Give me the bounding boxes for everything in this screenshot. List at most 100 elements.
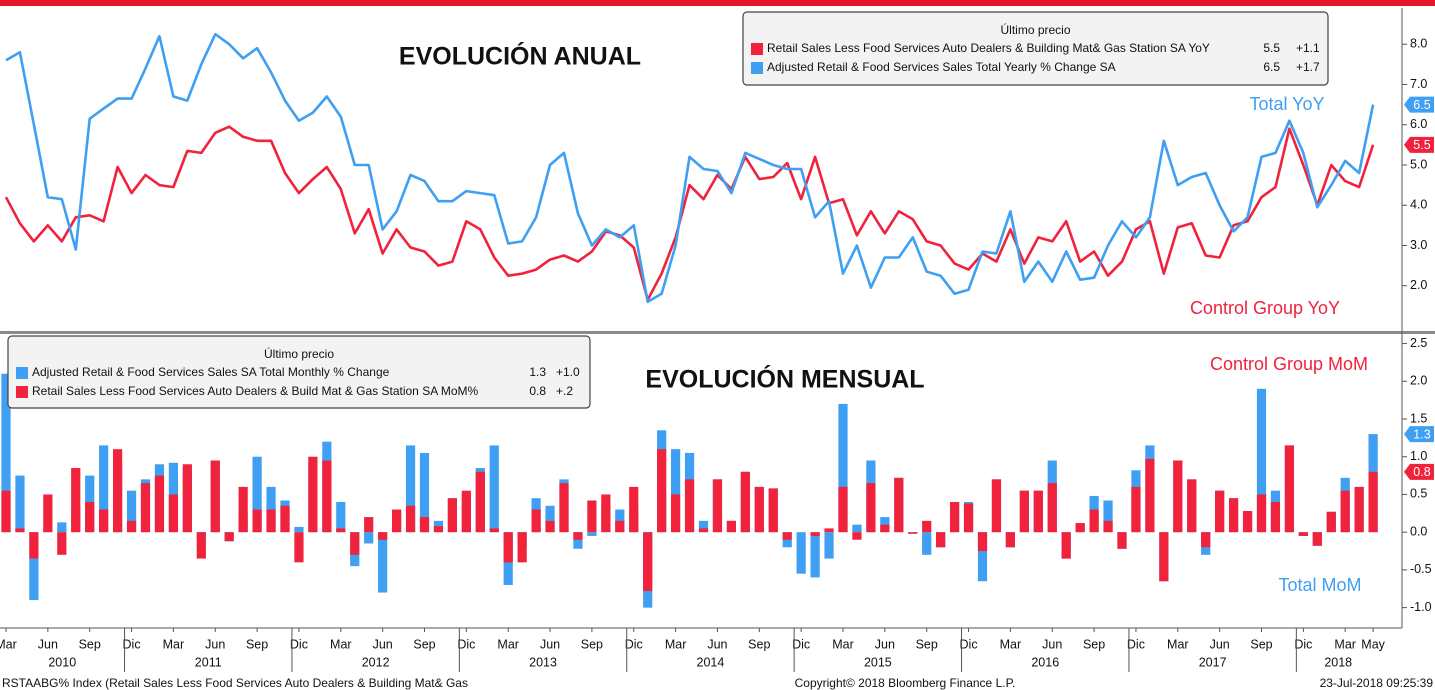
- legend-swatch: [751, 43, 763, 55]
- bar: [1131, 486, 1141, 533]
- last-value-label: 1.3: [1413, 427, 1430, 441]
- line-series: [5, 32, 1375, 304]
- bar: [378, 532, 388, 593]
- x-tick-label: Jun: [1042, 637, 1062, 651]
- panel-title: EVOLUCIÓN MENSUAL: [645, 364, 924, 394]
- bar: [1242, 511, 1253, 533]
- x-tick-label: Sep: [246, 637, 268, 651]
- legend-swatch: [16, 386, 28, 398]
- x-tick-label: Dic: [1294, 637, 1312, 651]
- bar: [126, 490, 137, 533]
- x-tick-label: Dic: [960, 637, 978, 651]
- x-tick-label: Dic: [290, 637, 308, 651]
- y-tick-label: 2.5: [1410, 336, 1427, 350]
- x-tick-label: Jun: [205, 637, 225, 651]
- bar: [489, 528, 499, 533]
- bar: [1229, 498, 1239, 533]
- year-label: 2013: [529, 655, 557, 669]
- bar: [99, 445, 109, 533]
- x-tick-label: Dic: [625, 637, 643, 651]
- bar: [113, 449, 123, 533]
- bar: [950, 501, 960, 533]
- bar: [252, 509, 262, 533]
- bar: [1201, 532, 1211, 548]
- bar: [238, 486, 248, 533]
- x-tick-label: Mar: [1334, 637, 1356, 651]
- legend-value: 0.8: [529, 384, 546, 398]
- bar: [168, 494, 178, 533]
- bar: [1145, 458, 1155, 533]
- bar: [1047, 483, 1057, 533]
- series-annotation: Total YoY: [1249, 94, 1324, 114]
- legend-label: Adjusted Retail & Food Services Sales SA…: [32, 365, 390, 379]
- bar: [266, 509, 276, 533]
- bar: [698, 528, 709, 533]
- x-tick-label: May: [1361, 637, 1385, 651]
- bar: [866, 483, 876, 533]
- bar: [1005, 532, 1015, 548]
- x-tick-label: Mar: [1000, 637, 1022, 651]
- bar: [1117, 532, 1127, 549]
- year-label: 2015: [864, 655, 892, 669]
- bar: [210, 460, 220, 533]
- bar: [852, 524, 862, 533]
- x-tick-label: Jun: [373, 637, 393, 651]
- bar: [57, 522, 67, 533]
- x-tick-label: Mar: [665, 637, 687, 651]
- bar: [433, 526, 444, 533]
- bar: [1187, 479, 1197, 533]
- y-tick-label: 1.0: [1410, 449, 1427, 463]
- bar: [419, 517, 430, 533]
- bar: [43, 494, 53, 533]
- y-tick-label: -0.5: [1410, 562, 1432, 576]
- legend-box: [7, 335, 591, 409]
- bar: [615, 520, 625, 533]
- y-tick-label: 5.0: [1410, 157, 1427, 171]
- x-tick-label: Sep: [748, 637, 770, 651]
- y-tick-label: 8.0: [1410, 37, 1427, 51]
- bar: [405, 445, 416, 533]
- bar: [378, 532, 388, 540]
- last-value-label: 5.5: [1413, 138, 1430, 152]
- bar: [1103, 500, 1113, 533]
- last-value-tag: [1404, 463, 1434, 480]
- bar: [1215, 490, 1225, 533]
- bar: [280, 505, 290, 533]
- x-tick-label: Mar: [832, 637, 854, 651]
- bar: [963, 503, 974, 533]
- bar: [796, 532, 806, 574]
- x-tick-label: Jun: [707, 637, 727, 651]
- x-tick-label: Mar: [1167, 637, 1189, 651]
- bar: [1159, 532, 1169, 582]
- x-tick-label: Dic: [1127, 637, 1145, 651]
- x-tick-label: Jun: [540, 637, 560, 651]
- year-label: 2017: [1199, 655, 1227, 669]
- bar: [922, 532, 932, 555]
- bar: [1103, 520, 1113, 533]
- bar: [1089, 509, 1099, 533]
- x-tick-label: Mar: [497, 637, 519, 651]
- bar: [15, 475, 25, 533]
- bar: [1256, 494, 1267, 533]
- last-value-label: 6.5: [1413, 98, 1430, 112]
- year-label: 2010: [48, 655, 76, 669]
- bar: [71, 468, 81, 533]
- bar: [838, 486, 848, 533]
- footer-center: Copyright© 2018 Bloomberg Finance L.P.: [795, 676, 1016, 690]
- y-tick-label: 6.0: [1410, 117, 1427, 131]
- legend-value: 6.5: [1263, 60, 1280, 74]
- bar: [29, 532, 39, 559]
- bar: [294, 532, 304, 563]
- bar: [447, 498, 457, 533]
- bar: [252, 456, 262, 533]
- x-tick-label: Sep: [1250, 637, 1272, 651]
- bar: [475, 471, 485, 533]
- y-tick-label: 0.5: [1410, 487, 1427, 501]
- bar: [754, 486, 764, 533]
- bar: [573, 532, 583, 549]
- year-label: 2016: [1031, 655, 1059, 669]
- bar: [991, 479, 1002, 533]
- legend-label: Retail Sales Less Food Services Auto Dea…: [767, 41, 1210, 55]
- x-tick-label: Sep: [79, 637, 101, 651]
- x-tick-label: Dic: [123, 637, 141, 651]
